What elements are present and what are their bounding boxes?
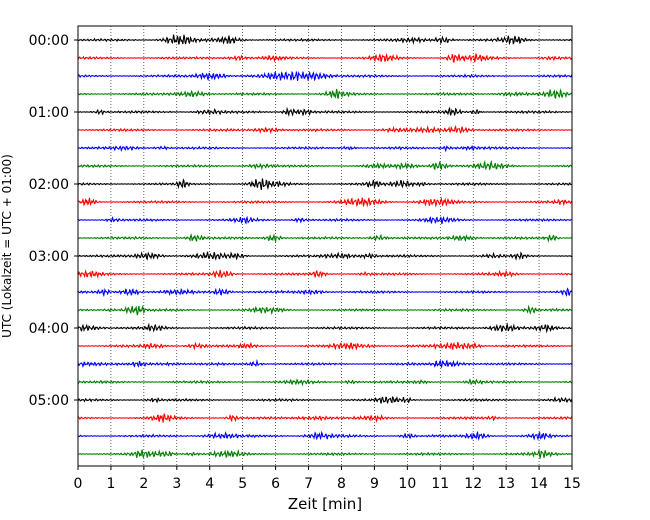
seismic-trace (77, 196, 573, 208)
x-tick-label: 7 (304, 476, 313, 492)
x-axis-label: Zeit [min] (288, 495, 362, 513)
seismic-trace (77, 52, 573, 63)
y-tick-label: 00:00 (29, 33, 69, 49)
x-tick-label: 8 (337, 476, 346, 492)
x-tick-label: 10 (398, 476, 416, 492)
x-tick-label: 15 (563, 476, 581, 492)
seismic-trace (77, 448, 573, 459)
y-tick-label: 03:00 (29, 249, 69, 265)
grid-lines (110, 26, 540, 466)
seismic-trace (77, 322, 573, 334)
seismic-trace (77, 215, 573, 225)
seismic-trace (77, 378, 573, 387)
seismic-trace (77, 159, 573, 171)
seismic-trace (77, 178, 573, 191)
seismic-trace (77, 287, 573, 298)
traces (77, 34, 573, 459)
seismic-trace (77, 269, 573, 279)
x-tick-label: 2 (139, 476, 148, 492)
y-ticks: 00:00 01:00 02:00 03:00 04:00 05:00 (29, 33, 78, 409)
plot-background (78, 26, 572, 466)
x-tick-label: 1 (106, 476, 115, 492)
x-tick-label: 6 (271, 476, 280, 492)
x-tick-label: 0 (74, 476, 83, 492)
plot-frame (77, 25, 573, 467)
x-tick-label: 4 (205, 476, 214, 492)
x-tick-label: 5 (238, 476, 247, 492)
x-tick-label: 11 (431, 476, 449, 492)
x-tick-label: 14 (530, 476, 548, 492)
x-tick-label: 9 (370, 476, 379, 492)
seismic-trace (77, 233, 573, 244)
seismic-trace (77, 304, 573, 316)
seismic-trace (77, 124, 573, 135)
seismic-trace (77, 144, 573, 153)
x-ticks: 0 1 2 3 4 5 6 7 8 9 10 11 12 13 14 15 (74, 466, 581, 492)
seismic-trace (77, 34, 573, 46)
y-tick-label: 05:00 (29, 393, 69, 409)
x-tick-label: 3 (172, 476, 181, 492)
seismic-trace (77, 395, 573, 404)
y-axis-label: UTC (Lokalzeit = UTC + 01:00) (0, 154, 14, 338)
x-tick-label: 13 (497, 476, 515, 492)
y-tick-label: 01:00 (29, 105, 69, 121)
y-tick-label: 04:00 (29, 321, 69, 337)
seismic-trace (77, 413, 573, 423)
seismic-trace (77, 250, 573, 262)
seismic-trace (77, 359, 573, 369)
seismic-trace (77, 430, 573, 441)
seismic-trace (77, 70, 573, 82)
y-tick-label: 02:00 (29, 177, 69, 193)
seismic-trace (77, 341, 573, 351)
seismic-trace (77, 88, 573, 100)
x-tick-label: 12 (464, 476, 482, 492)
seismic-trace (77, 106, 573, 117)
